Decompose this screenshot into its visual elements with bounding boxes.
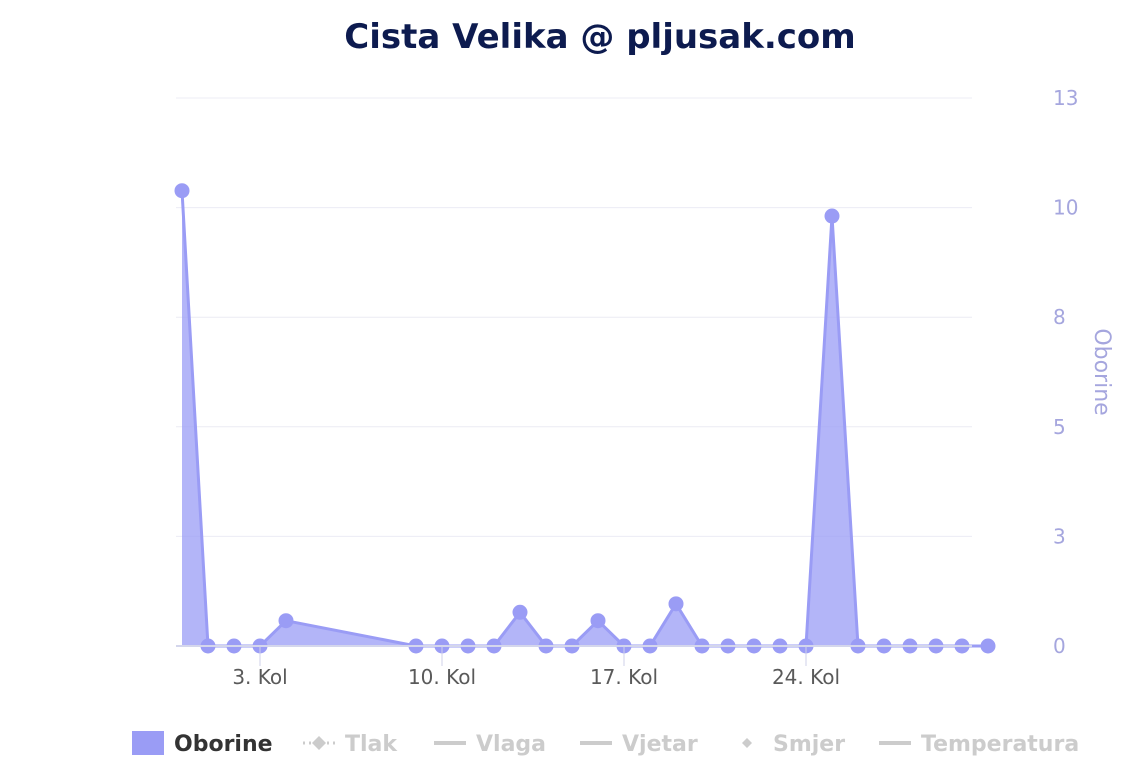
legend-item-vjetar[interactable]: Vjetar [580,732,698,757]
x-tick-label: 17. Kol [590,665,658,689]
y-tick-label: 10 [1053,196,1078,220]
data-point[interactable] [824,208,840,224]
legend-item-temperatura[interactable]: Temperatura [879,732,1079,757]
y-tick-label: 0 [1053,634,1066,658]
data-point[interactable] [668,596,684,612]
legend: Oborine Tlak Vlaga Vjetar Smjer Temperatura [132,731,1079,757]
diamond-icon [742,738,752,748]
series-area [182,190,988,646]
x-tick-label: 10. Kol [408,665,476,689]
series-line [180,190,988,648]
legend-item-smjer[interactable]: Smjer [742,732,845,757]
series-oborine[interactable] [174,183,996,654]
legend-swatch-area [132,731,164,755]
y-tick-label: 3 [1053,524,1066,548]
legend-label: Oborine [174,732,273,757]
legend-item-oborine[interactable]: Oborine [132,731,273,757]
grid-lines [176,97,972,537]
x-axis: 3. Kol 10. Kol 17. Kol 24. Kol [176,645,972,689]
chart-title: Cista Velika @ pljusak.com [344,17,855,57]
diamond-icon [312,736,326,750]
legend-item-vlaga[interactable]: Vlaga [434,732,546,757]
y-tick-label: 5 [1053,415,1066,439]
x-tick-label: 24. Kol [772,665,840,689]
legend-item-tlak[interactable]: Tlak [303,732,398,757]
y-axis: 0 3 5 8 10 13 [1053,86,1078,658]
data-point[interactable] [174,183,190,199]
data-point[interactable] [590,613,606,629]
legend-label: Smjer [773,732,845,757]
legend-label: Tlak [345,732,398,757]
y-axis-label: Oborine [1089,328,1114,415]
y-tick-label: 8 [1053,305,1066,329]
data-point[interactable] [512,604,528,620]
x-tick-label: 3. Kol [232,665,287,689]
legend-label: Vlaga [476,732,546,757]
data-point[interactable] [278,613,294,629]
y-tick-label: 13 [1053,86,1078,110]
data-point[interactable] [980,638,996,654]
legend-label: Vjetar [622,732,698,757]
legend-label: Temperatura [921,732,1079,757]
